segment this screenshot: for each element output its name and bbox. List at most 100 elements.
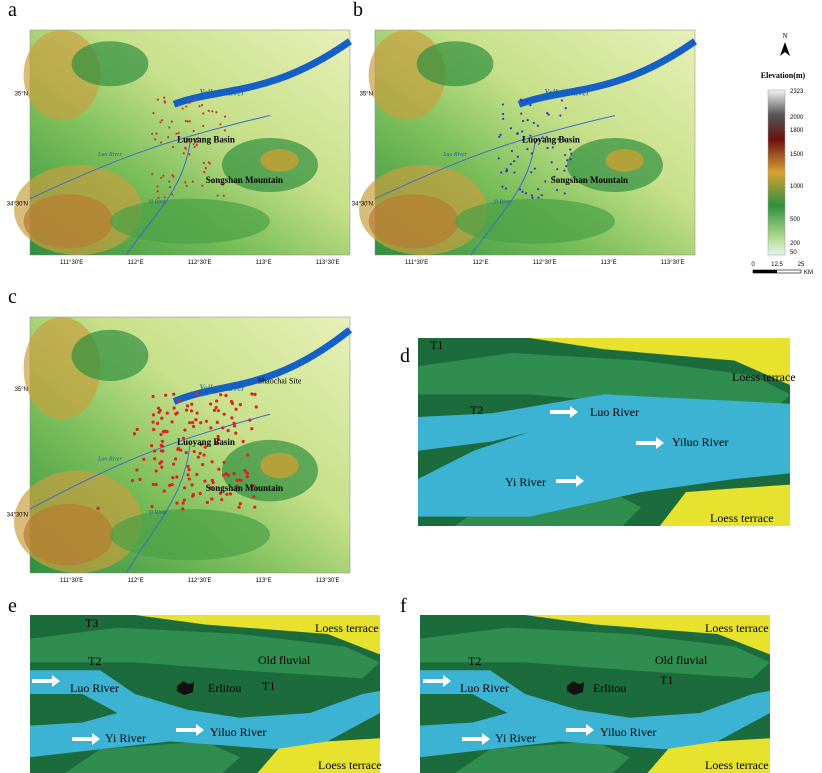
- site-dot: [500, 171, 502, 173]
- site-dot: [221, 426, 224, 429]
- site-dot: [153, 457, 156, 460]
- diagram-label: T2: [470, 403, 483, 417]
- site-dot: [152, 483, 155, 486]
- scale-bar-fill: [753, 270, 777, 273]
- diagram-label: Loess terrace: [705, 758, 769, 772]
- site-dot: [133, 432, 136, 435]
- site-dot: [162, 175, 164, 177]
- site-dot: [195, 473, 198, 476]
- site-dot: [176, 411, 179, 414]
- site-dot: [201, 104, 203, 106]
- lon-label: 113°30'E: [316, 260, 340, 266]
- site-dot: [186, 404, 189, 407]
- site-dot: [216, 421, 219, 424]
- map-label: Yi River: [493, 199, 513, 205]
- site-dot: [160, 177, 162, 179]
- site-dot: [142, 458, 145, 461]
- site-dot: [238, 478, 241, 481]
- site-dot: [233, 424, 236, 427]
- site-dot: [193, 99, 195, 101]
- legend-tick: 2000: [790, 115, 804, 121]
- site-dot: [172, 393, 175, 396]
- site-dot: [521, 191, 523, 193]
- lon-label: 111°30'E: [405, 260, 428, 266]
- site-dot: [250, 392, 253, 395]
- site-dot: [152, 413, 155, 416]
- site-dot: [172, 462, 175, 465]
- site-dot: [547, 113, 549, 115]
- legend-tick: 1000: [790, 184, 804, 190]
- site-dot: [151, 133, 153, 135]
- diagram-label: Loess terrace: [732, 370, 796, 384]
- site-dot: [537, 197, 539, 199]
- site-dot: [231, 402, 234, 405]
- site-dot: [181, 107, 183, 109]
- terrain-relief: [72, 330, 149, 381]
- site-dot: [498, 157, 500, 159]
- site-dot: [505, 187, 507, 189]
- scale-unit: KM: [804, 270, 813, 276]
- panel-letter: f: [400, 595, 407, 617]
- diagram-label: Loess terrace: [710, 511, 774, 525]
- site-dot: [239, 403, 242, 406]
- site-dot: [215, 399, 218, 402]
- site-dot: [248, 419, 251, 422]
- site-dot: [176, 448, 179, 451]
- map-label: Luoyang Basin: [177, 437, 235, 447]
- site-dot: [203, 171, 205, 173]
- site-dot: [230, 416, 233, 419]
- site-dot: [531, 194, 533, 196]
- site-dot: [533, 122, 535, 124]
- site-dot: [227, 429, 230, 432]
- diagram-label: T1: [660, 673, 673, 687]
- site-dot: [551, 161, 553, 163]
- site-dot: [563, 169, 565, 171]
- site-dot: [252, 495, 255, 498]
- site-dot: [208, 161, 210, 163]
- diagram-label: T1: [430, 338, 443, 352]
- site-dot: [502, 118, 504, 120]
- site-dot: [158, 462, 161, 465]
- site-dot: [537, 188, 539, 190]
- site-dot: [150, 505, 153, 508]
- site-dot: [519, 188, 521, 190]
- site-dot: [243, 469, 246, 472]
- map-label: Yi River: [148, 199, 168, 205]
- site-dot: [152, 428, 155, 431]
- site-dot: [209, 426, 212, 429]
- panel-letter: a: [8, 0, 17, 21]
- lon-label: 113°E: [256, 260, 272, 266]
- scale-tick: 0: [751, 262, 755, 268]
- scale-tick: 25: [798, 262, 805, 268]
- lon-label: 112°E: [128, 578, 144, 584]
- site-dot: [194, 146, 196, 148]
- site-dot: [227, 473, 230, 476]
- colorbar: [768, 90, 785, 255]
- map-label: Luo River: [97, 152, 122, 158]
- site-dot: [511, 150, 513, 152]
- diagram-label: Luo River: [70, 681, 119, 695]
- site-dot: [210, 497, 213, 500]
- site-dot: [175, 475, 178, 478]
- site-dot: [522, 120, 524, 122]
- map-label: Yi River: [148, 510, 168, 516]
- site-dot: [202, 125, 204, 127]
- map-label: Luo River: [97, 456, 122, 462]
- site-dot: [529, 104, 531, 106]
- lon-label: 111°30'E: [60, 578, 83, 584]
- map-label: Luoyang Basin: [522, 135, 580, 145]
- site-dot: [182, 502, 185, 505]
- site-dot: [205, 420, 208, 423]
- site-dot: [183, 152, 185, 154]
- site-dot: [526, 148, 528, 150]
- panel-letter: d: [400, 345, 410, 367]
- legend-tick: 1500: [790, 152, 804, 158]
- site-dot: [517, 132, 519, 134]
- site-dot: [186, 473, 189, 476]
- legend-title: Elevation(m): [761, 71, 806, 80]
- site-dot: [172, 406, 175, 409]
- north-arrow: [780, 42, 790, 56]
- site-dot: [184, 181, 186, 183]
- site-dot: [151, 420, 154, 423]
- site-dot: [138, 478, 141, 481]
